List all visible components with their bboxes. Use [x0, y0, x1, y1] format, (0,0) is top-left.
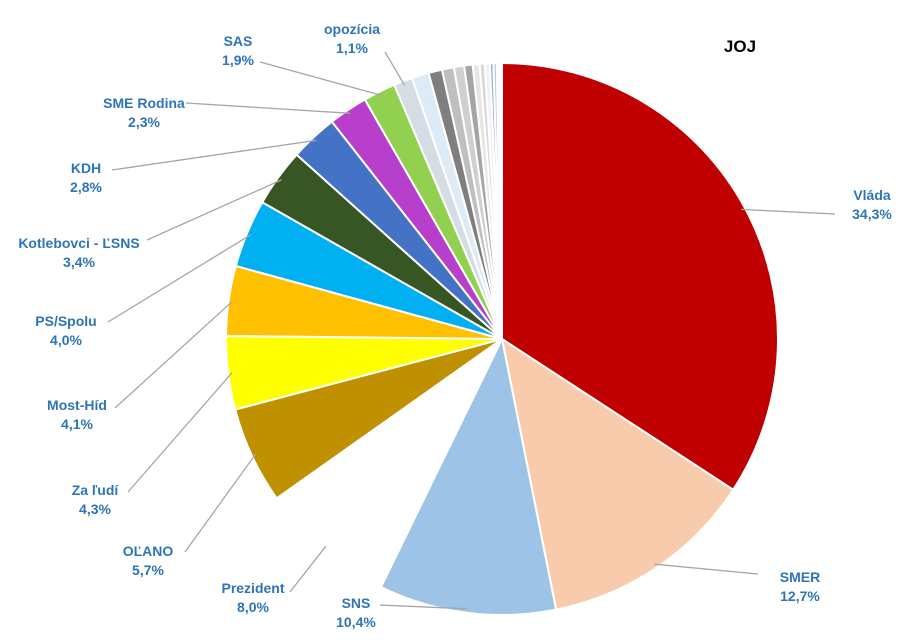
leader-line: [654, 563, 759, 575]
slice-label-name: opozícia: [324, 21, 380, 37]
leader-line: [111, 139, 317, 171]
slice-label-name: SAS: [224, 33, 253, 49]
leader-lines: [107, 51, 836, 610]
slice-label-name: OĽANO: [123, 543, 174, 559]
slice-label-value: 12,7%: [780, 588, 820, 604]
leader-line: [379, 604, 468, 610]
slice-label-name: KDH: [71, 160, 101, 176]
leader-line: [146, 179, 282, 241]
slice-label-value: 34,3%: [852, 206, 892, 222]
pie-slice-sns: [379, 335, 558, 616]
slice-label-name: Kotlebovci - ĽSNS: [18, 235, 139, 251]
pie-slices: [225, 61, 779, 616]
slice-label-name: Za ľudí: [72, 482, 120, 498]
pie-slice-smer: [500, 336, 735, 611]
pie-slice-other-25: [499, 61, 503, 340]
slice-label-value: 4,3%: [79, 501, 111, 517]
leader-line: [184, 453, 257, 553]
slice-label-value: 2,8%: [70, 179, 102, 195]
slice-label-name: Vláda: [853, 187, 891, 203]
leader-line: [741, 208, 836, 215]
leader-line: [114, 300, 234, 409]
slice-label-name: SNS: [342, 595, 371, 611]
slice-label-value: 10,4%: [336, 614, 376, 630]
slice-labels: Vláda 34,3% SMER 12,7% SNS 10,4% Prezident 8,0%…: [18, 21, 892, 630]
leader-line: [127, 372, 233, 493]
leader-line: [259, 61, 382, 96]
chart-title: JOJ: [724, 37, 756, 56]
leader-line: [384, 51, 406, 86]
slice-label-value: 8,0%: [237, 599, 269, 615]
slice-label-name: Prezident: [221, 580, 284, 596]
slice-label-value: 2,3%: [128, 114, 160, 130]
leader-line: [289, 545, 327, 593]
slice-label-value: 1,1%: [336, 40, 368, 56]
slice-label-name: Most-Híd: [47, 397, 107, 413]
slice-label-value: 4,1%: [61, 416, 93, 432]
leader-line: [185, 102, 351, 114]
slice-label-value: 3,4%: [63, 254, 95, 270]
slice-label-name: PS/Spolu: [35, 313, 96, 329]
slice-label-name: SME Rodina: [103, 95, 185, 111]
slice-label-name: SMER: [780, 569, 820, 585]
slice-label-value: 4,0%: [50, 332, 82, 348]
leader-line: [107, 234, 252, 323]
slice-label-value: 1,9%: [222, 52, 254, 68]
slice-label-value: 5,7%: [132, 562, 164, 578]
